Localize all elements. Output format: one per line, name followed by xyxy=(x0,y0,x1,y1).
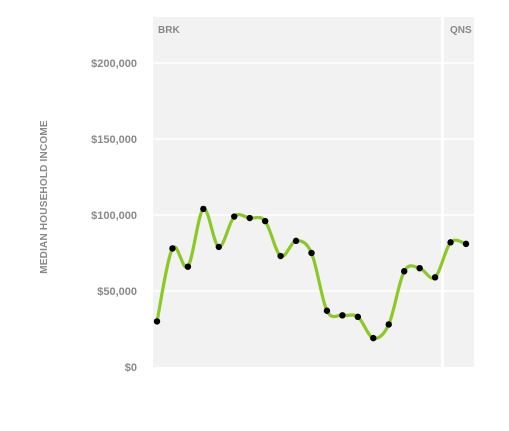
y-tick-label: $200,000 xyxy=(91,58,137,70)
data-point xyxy=(416,265,423,272)
data-point xyxy=(401,268,408,275)
data-point xyxy=(462,240,470,248)
data-point xyxy=(215,243,222,251)
data-point xyxy=(354,313,362,321)
data-point xyxy=(308,249,315,257)
data-point xyxy=(277,252,284,260)
data-point xyxy=(200,205,207,213)
data-point xyxy=(447,239,454,246)
y-axis-label: MEDIAN HOUSEHOLD INCOME xyxy=(39,120,50,274)
y-tick-label: $150,000 xyxy=(91,134,137,146)
data-point xyxy=(184,263,192,270)
data-point xyxy=(153,318,161,325)
group-label: QNS xyxy=(450,25,472,36)
y-tick-label: $0 xyxy=(125,362,137,374)
y-tick-label: $50,000 xyxy=(97,286,137,298)
group-divider xyxy=(441,17,444,367)
plot-background xyxy=(153,17,474,367)
data-point xyxy=(169,245,176,252)
group-labels: BRK QNS xyxy=(158,25,472,36)
y-tick-label: $100,000 xyxy=(91,210,137,222)
data-point xyxy=(323,307,331,314)
data-point xyxy=(231,213,238,220)
data-point xyxy=(339,312,346,319)
data-point xyxy=(261,217,269,225)
data-point xyxy=(370,334,377,342)
data-point xyxy=(431,274,439,281)
data-point xyxy=(292,237,300,245)
data-point xyxy=(246,214,253,222)
group-label: BRK xyxy=(158,25,180,36)
data-point xyxy=(385,321,392,328)
data-points xyxy=(153,205,470,342)
y-axis-ticks: $0 $50,000 $100,000 $150,000 $200,000 xyxy=(91,58,137,374)
